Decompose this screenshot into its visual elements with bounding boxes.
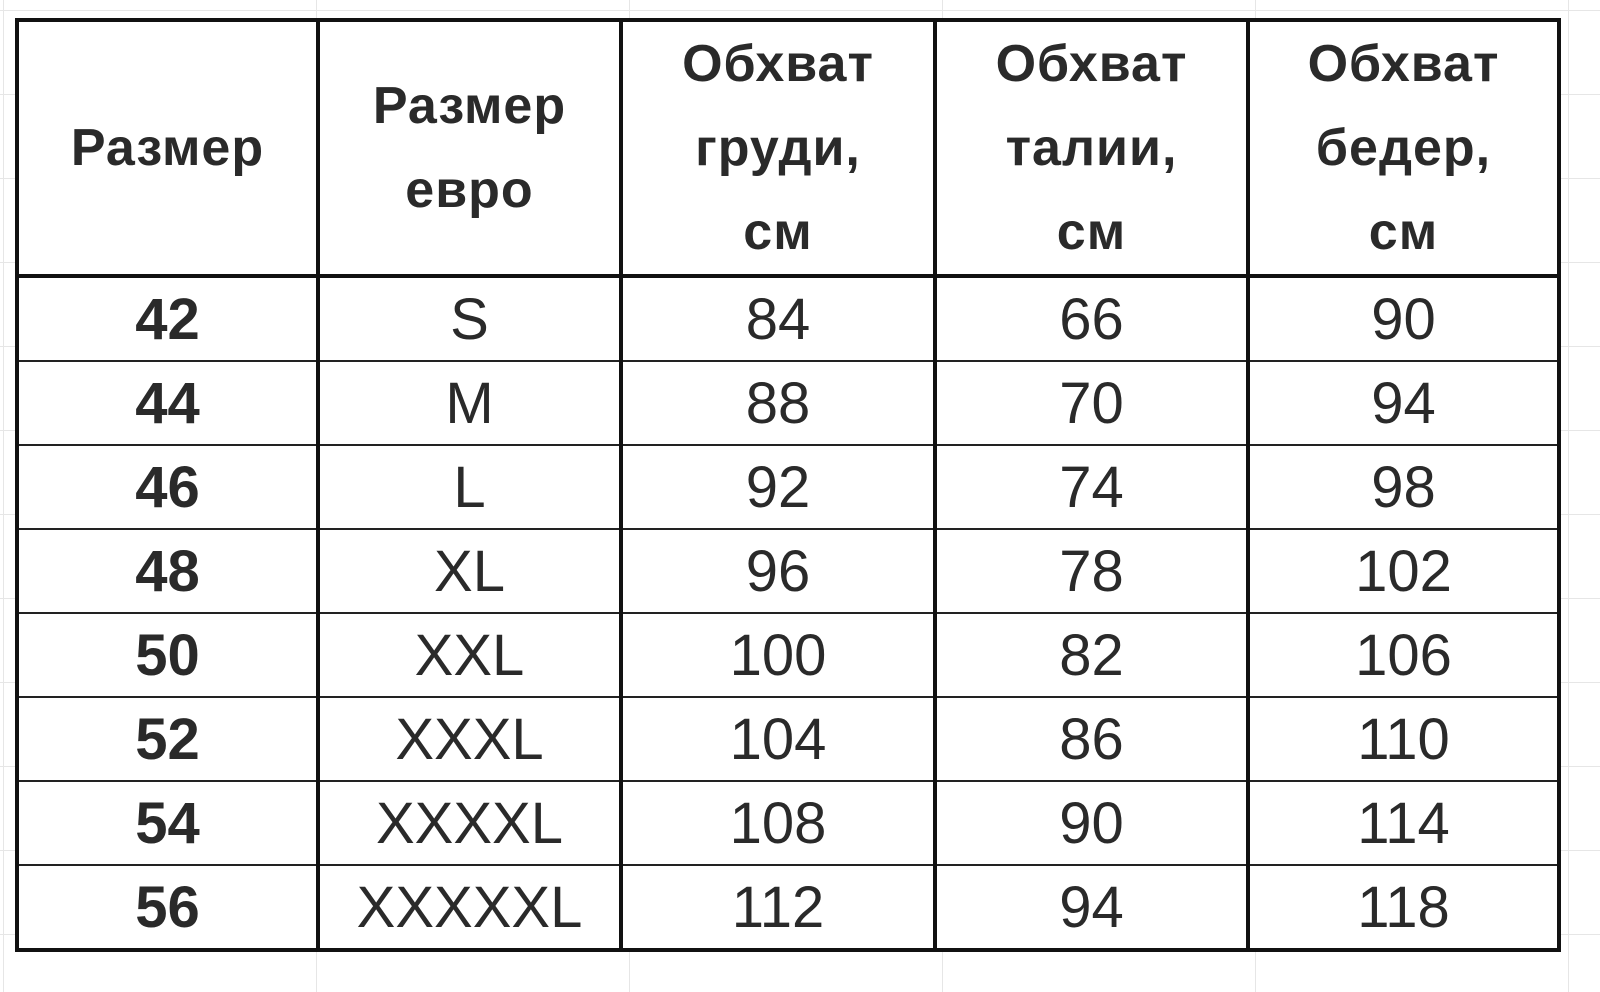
cell-hips: 102	[1246, 528, 1561, 613]
cell-chest: 112	[619, 864, 937, 950]
cell-euro-size: XXXL	[316, 696, 623, 781]
cell-euro-size: XXXXXL	[316, 864, 623, 950]
cell-waist: 94	[933, 864, 1250, 950]
cell-chest: 108	[619, 780, 937, 865]
cell-waist: 66	[933, 276, 1250, 361]
cell-chest: 104	[619, 696, 937, 781]
cell-waist: 82	[933, 612, 1250, 697]
cell-size: 44	[15, 360, 320, 445]
header-hips: Обхват бедер, см	[1246, 20, 1561, 278]
cell-hips: 106	[1246, 612, 1561, 697]
cell-size: 50	[15, 612, 320, 697]
table-row: 50 XXL 100 82 106	[15, 612, 1561, 697]
cell-size: 46	[15, 444, 320, 529]
cell-euro-size: XL	[316, 528, 623, 613]
cell-chest: 92	[619, 444, 937, 529]
cell-waist: 70	[933, 360, 1250, 445]
cell-waist: 90	[933, 780, 1250, 865]
cell-waist: 86	[933, 696, 1250, 781]
cell-chest: 88	[619, 360, 937, 445]
cell-waist: 78	[933, 528, 1250, 613]
table-row: 42 S 84 66 90	[15, 276, 1561, 361]
cell-size: 54	[15, 780, 320, 865]
cell-size: 52	[15, 696, 320, 781]
cell-size: 42	[15, 276, 320, 361]
cell-hips: 90	[1246, 276, 1561, 361]
header-euro-size: Размер евро	[316, 20, 623, 278]
cell-size: 48	[15, 528, 320, 613]
cell-euro-size: XXL	[316, 612, 623, 697]
cell-chest: 96	[619, 528, 937, 613]
cell-hips: 114	[1246, 780, 1561, 865]
table-row: 54 XXXXL 108 90 114	[15, 780, 1561, 865]
cell-hips: 118	[1246, 864, 1561, 950]
header-chest: Обхват груди, см	[619, 20, 937, 278]
cell-euro-size: L	[316, 444, 623, 529]
cell-chest: 100	[619, 612, 937, 697]
table-row: 44 M 88 70 94	[15, 360, 1561, 445]
header-row: Размер Размер евро Обхват груди, см Обхват …	[15, 20, 1561, 278]
cell-euro-size: M	[316, 360, 623, 445]
table-row: 52 XXXL 104 86 110	[15, 696, 1561, 781]
cell-hips: 110	[1246, 696, 1561, 781]
size-chart-table: Размер Размер евро Обхват груди, см Обхват …	[15, 18, 1561, 952]
header-waist: Обхват талии, см	[933, 20, 1250, 278]
header-size: Размер	[15, 20, 320, 278]
table-row: 46 L 92 74 98	[15, 444, 1561, 529]
cell-euro-size: S	[316, 276, 623, 361]
table-row: 56 XXXXXL 112 94 118	[15, 864, 1561, 950]
cell-euro-size: XXXXL	[316, 780, 623, 865]
cell-size: 56	[15, 864, 320, 950]
cell-waist: 74	[933, 444, 1250, 529]
cell-chest: 84	[619, 276, 937, 361]
cell-hips: 98	[1246, 444, 1561, 529]
table-row: 48 XL 96 78 102	[15, 528, 1561, 613]
cell-hips: 94	[1246, 360, 1561, 445]
